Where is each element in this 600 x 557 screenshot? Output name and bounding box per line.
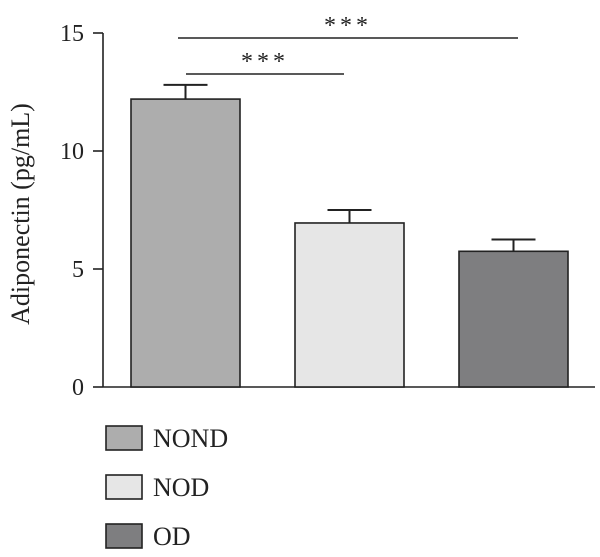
- significance-brackets: *** ***: [178, 13, 518, 75]
- y-axis-title: Adiponectin (pg/mL): [6, 103, 35, 325]
- legend-label-nond: NOND: [153, 424, 228, 453]
- bar-od: [458, 250, 569, 388]
- legend-label-od: OD: [153, 522, 191, 551]
- legend-swatch-od: [105, 523, 143, 549]
- legend-swatch-nod: [105, 474, 143, 500]
- y-tick-label: 5: [72, 257, 84, 283]
- bar-nod: [294, 222, 405, 388]
- y-tick-label: 10: [60, 139, 84, 165]
- y-ticks: 0 5 10 15: [60, 21, 103, 401]
- legend-label-nod: NOD: [153, 473, 209, 502]
- y-tick-label: 0: [72, 375, 84, 401]
- legend-swatch-nond: [105, 425, 143, 451]
- bars: [130, 83, 569, 388]
- significance-label: ***: [241, 49, 289, 75]
- significance-label: ***: [324, 13, 372, 39]
- legend: NOND NOD OD: [105, 424, 228, 551]
- y-tick-label: 15: [60, 21, 84, 47]
- bar-nond: [130, 98, 241, 388]
